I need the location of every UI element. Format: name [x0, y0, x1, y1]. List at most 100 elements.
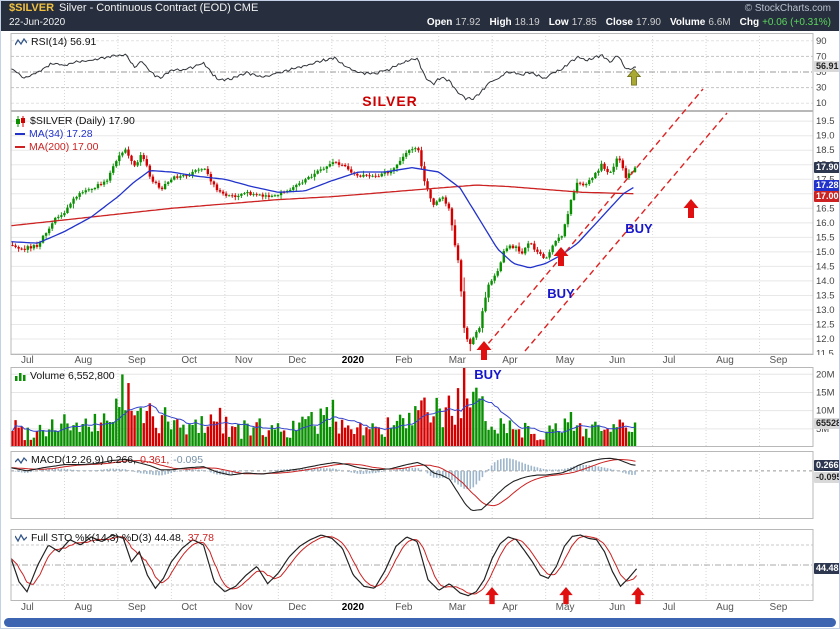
- quote-close: Close 17.90: [606, 16, 661, 29]
- svg-text:14.0: 14.0: [816, 276, 835, 287]
- rsi-title: RSI(14) 56.91: [15, 36, 96, 48]
- macd-title-text: MACD(12,26,9) 0.266,: [31, 454, 137, 466]
- month-label: Jun: [609, 355, 626, 366]
- month-label: Sep: [769, 602, 788, 613]
- macd-panel: [1, 451, 839, 519]
- month-label: Aug: [716, 602, 734, 613]
- month-label: Aug: [716, 355, 734, 366]
- quote-high-label: High: [489, 17, 512, 28]
- ma34-line-icon: [15, 132, 25, 136]
- macd-signal-value: 0.361,: [140, 454, 170, 466]
- stochastic-d-value: 37.78: [187, 532, 214, 544]
- ma34-value-badge: 17.28: [814, 180, 839, 191]
- svg-text:17.5: 17.5: [816, 174, 835, 185]
- month-label: Oct: [181, 355, 197, 366]
- ma34-legend: MA(34) 17.28: [15, 128, 93, 140]
- month-label: Dec: [288, 355, 307, 366]
- svg-text:11.5: 11.5: [816, 349, 834, 355]
- stochastic-indicator-icon: [15, 533, 27, 543]
- svg-text:5M: 5M: [816, 424, 829, 435]
- month-label: 2020: [341, 355, 365, 366]
- quote-change-value: +0.06 (+0.31%): [762, 17, 831, 28]
- quote-low: Low 17.85: [549, 16, 597, 29]
- macd-value-badge: 0.266: [814, 460, 839, 471]
- quote-open-label: Open: [426, 17, 453, 28]
- quote-low-label: Low: [548, 17, 569, 28]
- month-label: 2020: [341, 602, 365, 613]
- svg-text:10M: 10M: [816, 406, 835, 417]
- stochastic-panel: [1, 529, 839, 601]
- quote-close-label: Close: [605, 17, 633, 28]
- month-label: Sep: [127, 602, 146, 613]
- volume-plot: 20M 15M 10M 5M: [10, 366, 835, 447]
- volume-panel: 20M 15M 10M 5M: [1, 366, 839, 447]
- close-price-badge: 17.90: [814, 162, 839, 173]
- quote-open: Open 17.92: [427, 16, 481, 29]
- quote-volume: Volume 6.6M: [670, 16, 731, 29]
- svg-text:16.5: 16.5: [816, 203, 835, 214]
- volume-bars-icon: [15, 372, 26, 381]
- month-label: Jul: [662, 355, 676, 366]
- chart-date: 22-Jun-2020: [9, 17, 66, 28]
- svg-text:13.0: 13.0: [816, 305, 835, 316]
- month-label: May: [555, 602, 575, 613]
- quote-high-value: 18.19: [514, 17, 540, 28]
- month-label: Mar: [448, 602, 466, 613]
- price-title-text: $SILVER (Daily) 17.90: [30, 115, 135, 127]
- rsi-title-text: RSI(14) 56.91: [31, 36, 97, 48]
- month-label: Sep: [769, 355, 788, 366]
- svg-text:16.0: 16.0: [816, 218, 835, 229]
- rsi-indicator-icon: [15, 37, 27, 47]
- month-label: Aug: [74, 355, 93, 366]
- svg-text:20M: 20M: [816, 369, 835, 380]
- price-x-axis: Jul Aug Sep Oct Nov Dec 2020 Feb Mar Apr May Jun Jul…: [1, 355, 839, 367]
- month-label: Nov: [234, 355, 253, 366]
- svg-text:50: 50: [816, 67, 827, 78]
- ma200-legend: MA(200) 17.00: [15, 141, 98, 153]
- month-label: Oct: [181, 602, 197, 613]
- macd-hist-value: -0.095: [173, 454, 204, 466]
- quote-open-value: 17.92: [455, 17, 481, 28]
- month-label: Feb: [395, 602, 413, 613]
- svg-text:90: 90: [816, 36, 827, 47]
- month-label: Mar: [448, 355, 466, 366]
- stochastic-title-text: Full STO %K(14,3) %D(3) 44.48,: [31, 532, 184, 544]
- quote-high: High 18.19: [489, 16, 539, 29]
- stochastic-plot: [10, 529, 814, 601]
- svg-text:14.5: 14.5: [816, 261, 835, 272]
- rsi-plot: 90 70 50 30 10: [10, 33, 827, 111]
- macd-indicator-icon: [15, 456, 27, 465]
- month-label: Jul: [21, 355, 34, 366]
- header-title-row: $SILVER Silver - Continuous Contract (EO…: [1, 1, 839, 15]
- month-label: Apr: [502, 602, 518, 613]
- svg-text:19.5: 19.5: [816, 116, 835, 127]
- svg-text:12.5: 12.5: [816, 320, 835, 331]
- month-label: Feb: [395, 355, 413, 366]
- bottom-frame-bar: [4, 618, 836, 627]
- candlestick-icon: [15, 115, 26, 127]
- macd-plot: [10, 451, 814, 519]
- month-label: Aug: [74, 602, 93, 613]
- month-label: Dec: [288, 602, 307, 613]
- stochastic-title: Full STO %K(14,3) %D(3) 44.48, 37.78: [15, 532, 214, 544]
- ticker-description: Silver - Continuous Contract (EOD) CME: [59, 2, 259, 14]
- month-label: Jul: [21, 602, 34, 613]
- ma200-line-icon: [15, 145, 25, 149]
- svg-text:15M: 15M: [816, 387, 835, 398]
- volume-value-badge: 6552800: [814, 418, 839, 429]
- month-label: Sep: [127, 355, 146, 366]
- svg-text:70: 70: [816, 51, 827, 62]
- rsi-panel: 90 70 50 30 10: [1, 33, 839, 111]
- volume-title-text: Volume 6,552,800: [30, 370, 115, 382]
- quote-volume-value: 6.6M: [708, 17, 731, 28]
- bottom-x-axis: Jul Aug Sep Oct Nov Dec 2020 Feb Mar Apr May Jun Jul…: [1, 602, 839, 614]
- price-panel: 11.5 12.0 12.5 13.0 13.5 14.0 14.5 15.0 15.5 16.0…: [1, 111, 839, 360]
- quote-change-label: Chg: [739, 17, 760, 28]
- svg-text:15.5: 15.5: [816, 232, 835, 243]
- copyright-label: © StockCharts.com: [744, 3, 831, 14]
- ma200-legend-text: MA(200) 17.00: [29, 141, 99, 153]
- ma34-legend-text: MA(34) 17.28: [29, 128, 93, 140]
- macd-title: MACD(12,26,9) 0.266, 0.361, -0.095: [15, 454, 203, 466]
- svg-text:30: 30: [816, 83, 827, 94]
